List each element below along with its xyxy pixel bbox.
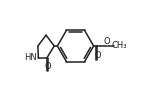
Text: O: O: [104, 37, 111, 46]
Text: CH₃: CH₃: [111, 41, 127, 51]
Text: HN: HN: [24, 53, 37, 62]
Text: O: O: [94, 51, 101, 60]
Text: O: O: [44, 62, 51, 71]
